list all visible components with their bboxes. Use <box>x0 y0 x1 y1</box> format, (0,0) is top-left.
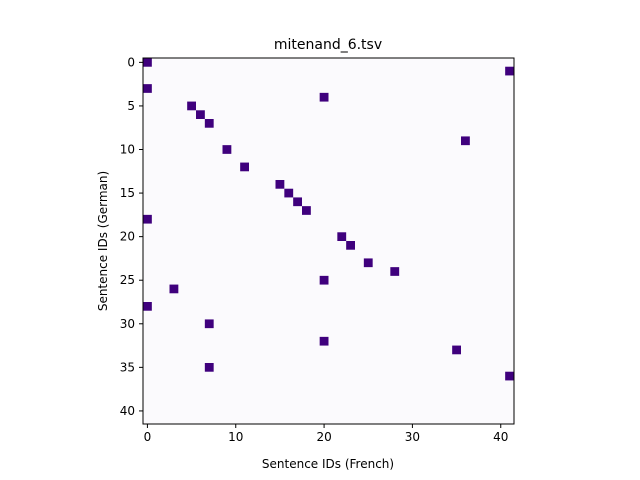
heatmap-cell <box>196 110 205 119</box>
x-axis-label: Sentence IDs (French) <box>262 457 394 471</box>
y-tick-label: 5 <box>127 99 135 113</box>
y-tick-label: 10 <box>120 143 135 157</box>
heatmap-cell <box>505 371 514 381</box>
x-tick-label: 0 <box>144 430 152 444</box>
heatmap-cell <box>319 336 329 346</box>
x-axis: 0 10 20 30 40 <box>144 424 508 444</box>
heatmap-cell <box>337 232 347 241</box>
heatmap-cell <box>204 119 214 128</box>
heatmap-cells <box>143 58 514 381</box>
chart-title: mitenand_6.tsv <box>274 37 382 53</box>
heatmap-cell <box>222 145 232 154</box>
heatmap-cell <box>293 197 302 207</box>
heatmap-cell <box>204 363 214 372</box>
y-axis-label: Sentence IDs (German) <box>96 171 110 311</box>
heatmap-cell <box>143 302 152 311</box>
heatmap-cell <box>143 84 152 93</box>
heatmap-cell <box>143 214 152 224</box>
heatmap-cell <box>346 241 355 250</box>
heatmap-cell <box>302 206 311 215</box>
x-tick-label: 30 <box>405 430 420 444</box>
y-tick-label: 0 <box>127 55 135 69</box>
heatmap-cell <box>461 136 470 146</box>
heatmap-cell <box>143 58 152 67</box>
y-tick-label: 15 <box>120 186 135 200</box>
heatmap-cell <box>505 66 514 76</box>
heatmap-cell <box>284 188 294 198</box>
heatmap-cell <box>390 267 400 276</box>
y-tick-label: 20 <box>120 230 135 244</box>
x-tick-label: 20 <box>316 430 331 444</box>
heatmap-cell <box>275 180 285 189</box>
heatmap-cell <box>319 275 329 285</box>
y-tick-label: 25 <box>120 273 135 287</box>
heatmap-cell <box>169 284 179 294</box>
heatmap-cell <box>240 162 249 172</box>
y-axis: 0 5 10 15 20 25 30 35 40 <box>120 55 143 418</box>
heatmap-cell <box>363 258 373 268</box>
y-tick-label: 35 <box>120 360 135 374</box>
heatmap-cell <box>319 92 329 102</box>
heatmap-cell <box>204 319 214 329</box>
y-tick-label: 40 <box>120 404 135 418</box>
heatmap-cell <box>452 345 461 355</box>
x-tick-label: 10 <box>228 430 243 444</box>
heatmap-cell <box>187 101 196 111</box>
plot-frame <box>142 57 515 425</box>
y-tick-label: 30 <box>120 317 135 331</box>
x-tick-label: 40 <box>493 430 508 444</box>
